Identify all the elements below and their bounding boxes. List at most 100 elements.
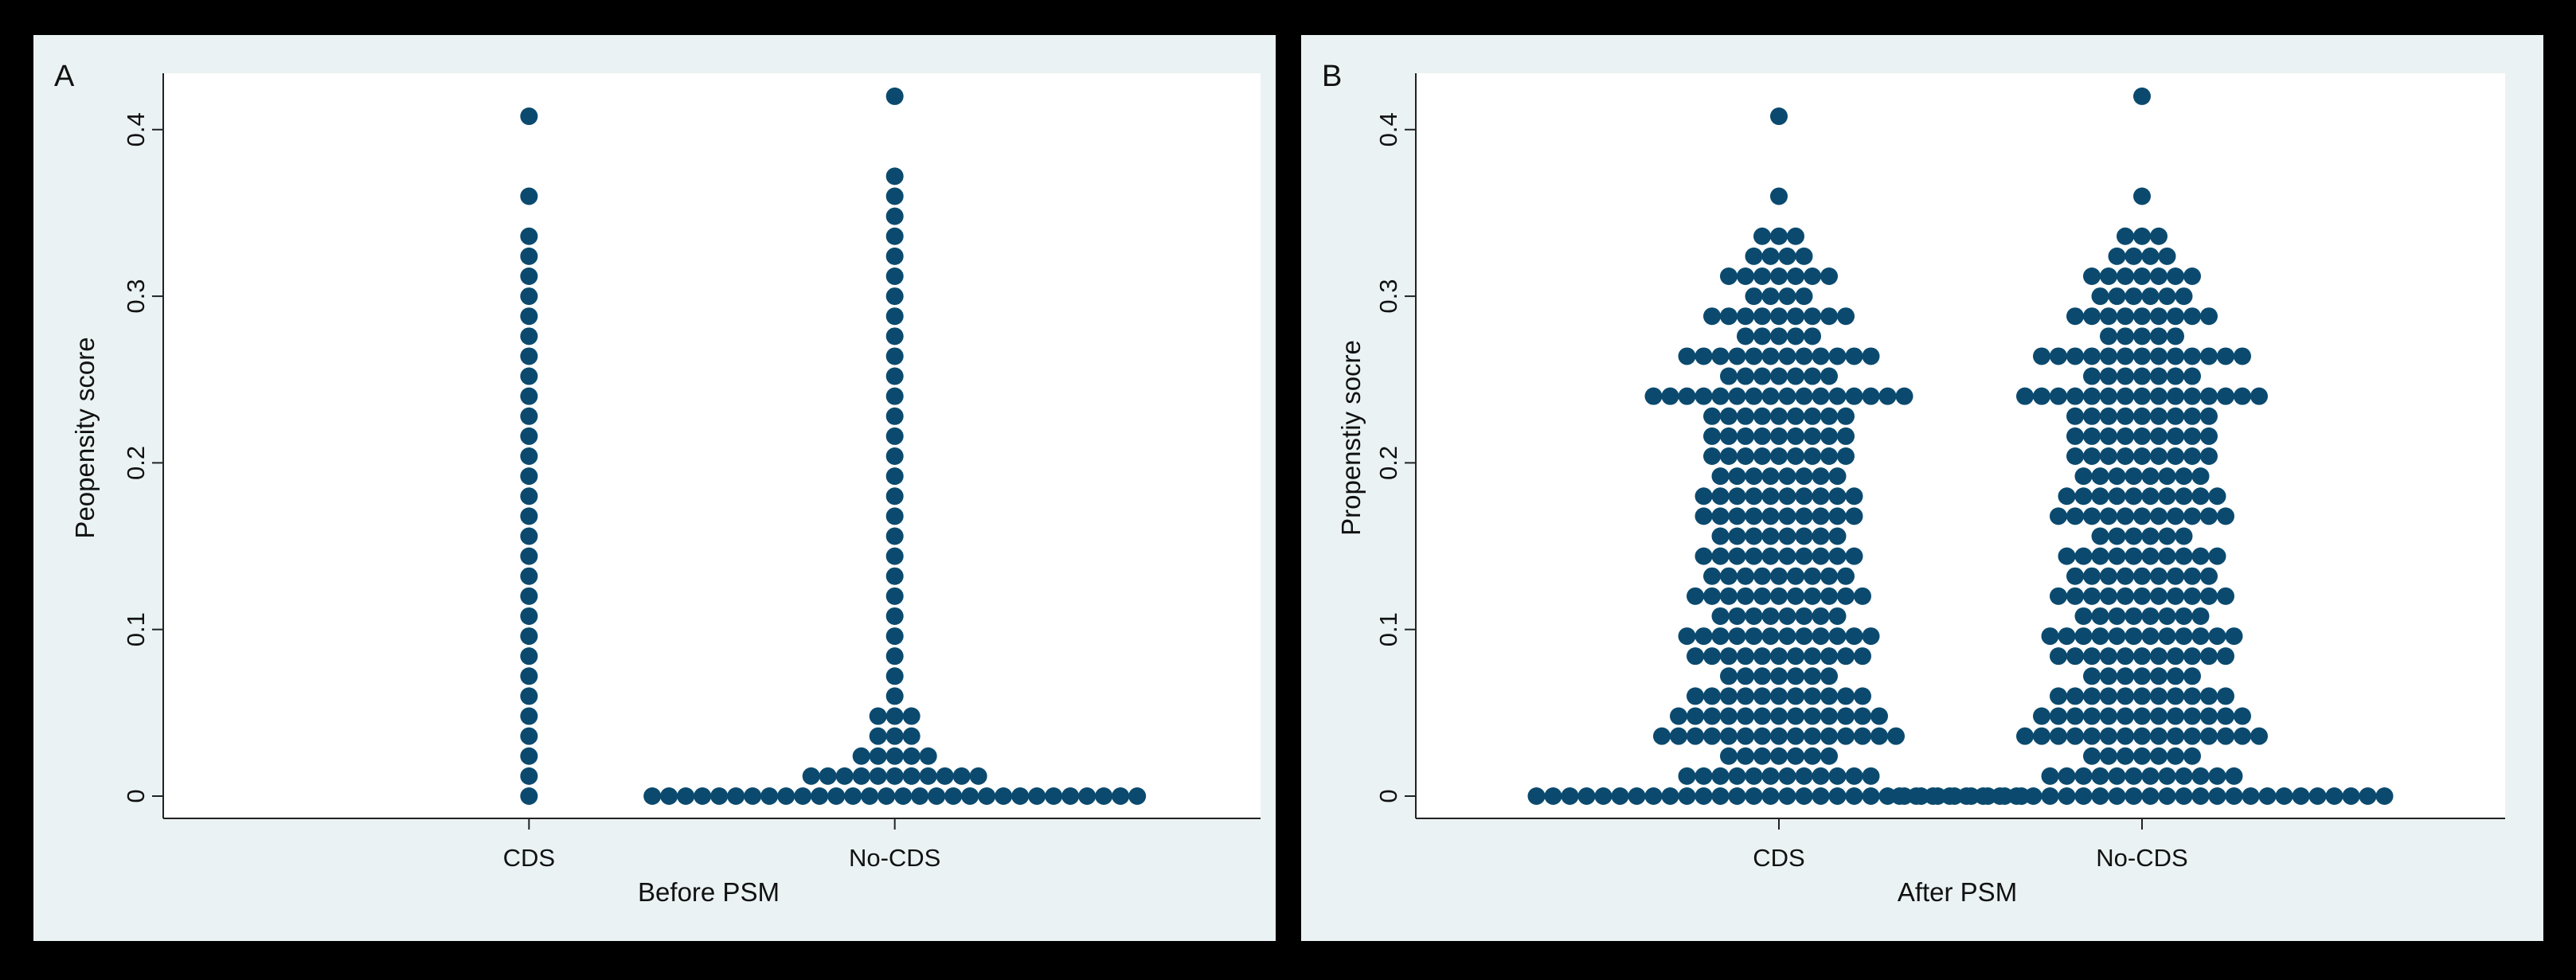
data-point (1787, 227, 1804, 245)
data-point (852, 767, 870, 785)
data-point (2275, 787, 2293, 805)
data-point (1720, 427, 1738, 445)
data-point (1770, 747, 1788, 765)
data-point (1804, 307, 1821, 326)
data-point (1854, 727, 1871, 745)
data-point (1711, 387, 1730, 405)
data-point (2250, 727, 2268, 745)
data-point (777, 787, 795, 805)
data-point (885, 467, 904, 486)
data-point (1820, 727, 1838, 745)
data-point (2141, 467, 2160, 486)
data-point (1804, 587, 1821, 605)
data-point (1703, 447, 1721, 466)
data-point (2191, 487, 2210, 506)
data-point (1770, 727, 1788, 745)
data-point (1628, 787, 1646, 805)
data-point (1820, 367, 1838, 385)
data-point (2066, 387, 2084, 405)
data-point (1804, 447, 1821, 466)
data-point (2200, 387, 2218, 405)
data-point (2091, 547, 2109, 565)
data-point (1720, 727, 1738, 745)
data-point (2183, 647, 2201, 666)
data-point (1820, 427, 1838, 445)
data-point (2041, 787, 2059, 805)
data-point (1812, 507, 1830, 525)
data-point (1828, 347, 1847, 365)
data-point (1812, 467, 1830, 486)
data-point (1787, 327, 1804, 346)
data-point (2100, 707, 2117, 725)
data-point (2100, 327, 2117, 346)
data-point (1837, 727, 1855, 745)
data-point (2058, 487, 2076, 506)
data-point (2167, 587, 2184, 605)
data-point (520, 467, 538, 486)
data-point (2117, 347, 2134, 365)
data-point (520, 307, 538, 326)
data-point (1661, 387, 1679, 405)
data-point (885, 747, 904, 765)
data-point (1753, 747, 1771, 765)
data-point (1854, 647, 1871, 666)
data-point (885, 207, 904, 225)
data-point (2167, 567, 2184, 585)
data-point (1778, 627, 1796, 646)
data-point (1728, 627, 1746, 646)
data-point (1828, 547, 1847, 565)
data-point (861, 787, 879, 805)
data-point (2150, 267, 2168, 285)
data-point (969, 767, 987, 785)
data-point (1761, 607, 1780, 625)
data-point (2150, 507, 2168, 525)
data-point (2050, 707, 2067, 725)
data-point (1678, 387, 1696, 405)
data-point (520, 727, 538, 745)
data-point (1703, 567, 1721, 585)
data-point (1778, 607, 1796, 625)
data-point (2167, 507, 2184, 525)
data-point (2066, 707, 2084, 725)
data-point (2117, 387, 2134, 405)
data-point (2083, 447, 2101, 466)
data-point (2066, 447, 2084, 466)
data-point (2125, 607, 2143, 625)
data-point (2033, 707, 2050, 725)
data-point (1770, 667, 1788, 685)
data-point (1770, 267, 1788, 285)
data-point (2234, 347, 2251, 365)
data-point (520, 487, 538, 506)
data-point (1695, 627, 1713, 646)
data-point (2208, 767, 2226, 785)
data-point (2117, 727, 2134, 745)
data-point (1837, 307, 1855, 326)
data-point (1804, 747, 1821, 765)
data-point (1770, 447, 1788, 466)
data-point (2167, 367, 2184, 385)
data-point (2066, 567, 2084, 585)
data-point (520, 187, 538, 205)
data-point (2133, 687, 2151, 705)
data-point (2167, 407, 2184, 425)
data-point (2108, 787, 2126, 805)
data-point (643, 787, 662, 805)
data-point (2024, 787, 2042, 805)
data-point (2167, 747, 2184, 765)
data-point (2117, 327, 2134, 346)
data-point (1820, 567, 1838, 585)
data-point (2150, 427, 2168, 445)
data-point (2066, 427, 2084, 445)
data-point (1795, 767, 1813, 785)
data-point (2167, 267, 2184, 285)
data-point (2217, 347, 2234, 365)
data-point (2050, 347, 2067, 365)
data-point (1737, 687, 1754, 705)
data-point (844, 787, 862, 805)
data-point (2058, 627, 2076, 646)
data-point (1828, 507, 1847, 525)
data-point (885, 227, 904, 245)
data-point (2225, 787, 2243, 805)
data-point (2125, 247, 2143, 265)
data-point (2033, 727, 2050, 745)
